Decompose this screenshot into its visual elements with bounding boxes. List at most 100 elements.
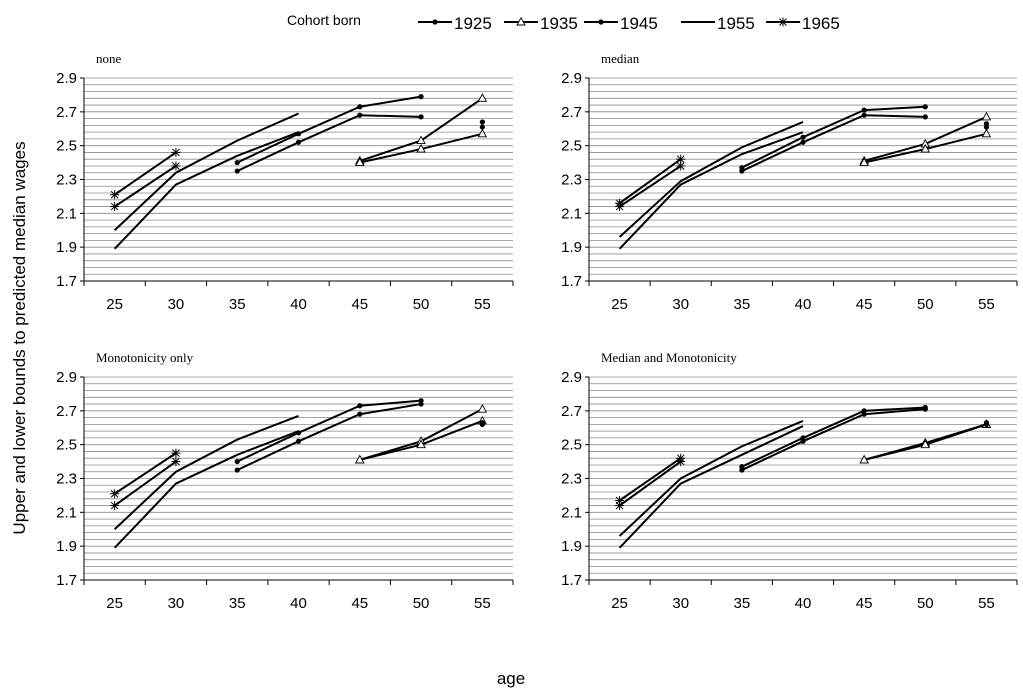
legend-marker [432, 19, 438, 25]
x-tick-label: 55 [978, 595, 995, 612]
data-point [615, 501, 625, 511]
x-axis-label: age [497, 669, 525, 688]
data-point [110, 489, 120, 499]
legend-label: 1965 [802, 14, 840, 33]
data-point [355, 454, 365, 464]
series-1955 [618, 420, 804, 537]
legend-entry-1925: 1925 [418, 14, 492, 33]
series-1945 [234, 94, 424, 166]
x-tick-label: 55 [978, 296, 995, 313]
series-1965 [110, 457, 181, 511]
data-point [234, 168, 240, 174]
y-tick-label: 2.3 [561, 172, 582, 189]
y-tick-label: 2.7 [56, 104, 77, 121]
series-1965 [110, 448, 181, 499]
series-1955 [113, 414, 299, 530]
series-line [114, 452, 177, 495]
series-1925 [479, 119, 485, 125]
y-tick-label: 2.1 [561, 205, 582, 222]
data-point [676, 457, 686, 467]
x-tick-label: 25 [611, 296, 628, 313]
series-line [618, 121, 804, 238]
x-tick-label: 45 [351, 595, 368, 612]
series-line [741, 406, 926, 468]
panel-title: median [601, 51, 640, 66]
panel-title: none [96, 51, 122, 66]
series-line [113, 112, 299, 231]
x-tick-label: 35 [734, 296, 751, 313]
series-1955 [113, 131, 299, 250]
data-point [615, 202, 625, 212]
x-tick-label: 35 [229, 595, 246, 612]
series-line [113, 131, 299, 250]
data-point [295, 430, 302, 436]
gridlines [589, 376, 1017, 581]
data-point [859, 454, 869, 464]
y-tick-label: 2.9 [56, 369, 77, 386]
data-point [479, 119, 485, 125]
series-line [114, 151, 177, 196]
data-point [739, 168, 745, 174]
series-1945 [234, 401, 424, 473]
x-tick-label: 40 [290, 296, 307, 313]
data-point [920, 439, 931, 449]
x-tick-label: 55 [474, 296, 491, 313]
y-tick-label: 1.9 [561, 538, 582, 555]
series-line [236, 399, 422, 463]
data-point [922, 406, 928, 412]
data-point [800, 134, 806, 140]
series-line [619, 165, 682, 208]
y-tick-label: 2.5 [561, 437, 582, 454]
series-line [113, 414, 299, 530]
y-tick-label: 2.3 [561, 471, 582, 488]
series-line [618, 131, 804, 250]
x-tick-label: 25 [611, 595, 628, 612]
x-tick-label: 30 [672, 296, 689, 313]
data-point [859, 157, 869, 167]
legend-marker [598, 19, 604, 25]
y-tick-label: 2.7 [561, 104, 582, 121]
series-1935 [859, 128, 992, 167]
legend-entry-1935: 1935 [504, 14, 578, 33]
data-point [479, 124, 485, 130]
data-point [295, 438, 302, 444]
y-tick-label: 2.1 [56, 205, 77, 222]
x-tick-label: 30 [672, 595, 689, 612]
data-point [981, 128, 992, 138]
series-1935 [355, 415, 488, 464]
data-point [295, 131, 302, 137]
series-1955 [113, 112, 299, 231]
series-line [618, 420, 804, 537]
data-point [922, 114, 928, 120]
series-1955 [618, 131, 804, 250]
data-point [171, 448, 181, 458]
x-tick-label: 55 [474, 595, 491, 612]
data-point [110, 190, 120, 200]
legend-marker [516, 16, 526, 26]
series-1935 [859, 419, 992, 464]
y-tick-label: 2.3 [56, 471, 77, 488]
x-tick-label: 30 [168, 595, 185, 612]
series-1965 [615, 161, 686, 212]
data-point [418, 114, 424, 120]
data-point [357, 104, 363, 110]
x-tick-label: 50 [917, 595, 934, 612]
data-point [234, 467, 240, 473]
x-tick-label: 45 [351, 296, 368, 313]
data-point [295, 139, 302, 145]
y-tick-label: 1.9 [56, 239, 77, 256]
data-point [418, 94, 424, 100]
series-line [741, 105, 926, 169]
series-1955 [618, 121, 804, 238]
data-point [800, 438, 806, 444]
series-line [741, 408, 926, 471]
series-1965 [615, 457, 686, 511]
series-line [236, 114, 422, 172]
y-tick-label: 2.1 [561, 504, 582, 521]
series-1945 [739, 406, 928, 473]
y-tick-label: 1.9 [561, 239, 582, 256]
data-point [800, 139, 806, 145]
data-point [922, 104, 928, 110]
series-line [236, 403, 422, 471]
series-1945 [739, 104, 928, 171]
